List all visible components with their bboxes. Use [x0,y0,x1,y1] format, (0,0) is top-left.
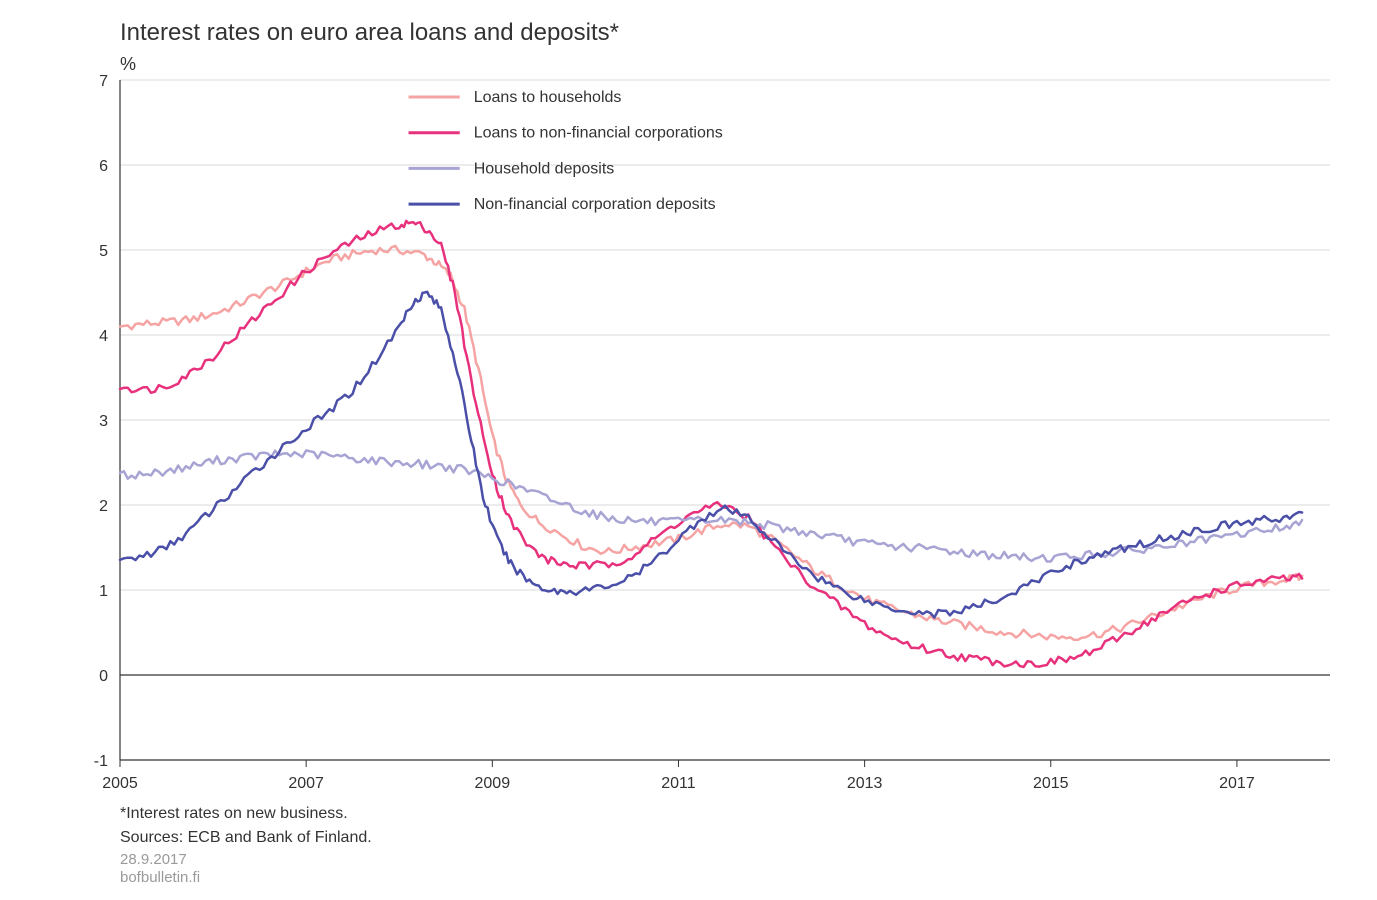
y-tick-label: -1 [94,753,108,770]
chart-title: Interest rates on euro area loans and de… [120,19,619,46]
source-label: Sources: ECB and Bank of Finland. [120,829,372,846]
y-tick-label: 2 [99,498,108,515]
legend-label: Household deposits [474,160,615,177]
y-tick-label: 4 [99,328,108,345]
interest-rate-chart: Interest rates on euro area loans and de… [0,0,1377,900]
y-tick-label: 6 [99,158,108,175]
legend-label: Loans to households [474,89,622,106]
x-tick-label: 2009 [475,775,511,792]
y-tick-label: 0 [99,668,108,685]
x-tick-label: 2007 [288,775,324,792]
x-tick-label: 2011 [661,775,696,792]
x-tick-label: 2013 [847,775,883,792]
y-tick-label: 1 [99,583,108,600]
y-axis-label: % [120,54,136,74]
legend-label: Loans to non-financial corporations [474,125,723,142]
x-tick-label: 2005 [102,775,138,792]
x-tick-label: 2017 [1219,775,1255,792]
legend-label: Non-financial corporation deposits [474,196,716,213]
y-tick-label: 5 [99,243,108,260]
x-tick-label: 2015 [1033,775,1069,792]
y-tick-label: 7 [99,73,108,90]
site-label: bofbulletin.fi [120,869,200,886]
y-tick-label: 3 [99,413,108,430]
footnote: *Interest rates on new business. [120,805,348,822]
date-label: 28.9.2017 [120,851,187,868]
